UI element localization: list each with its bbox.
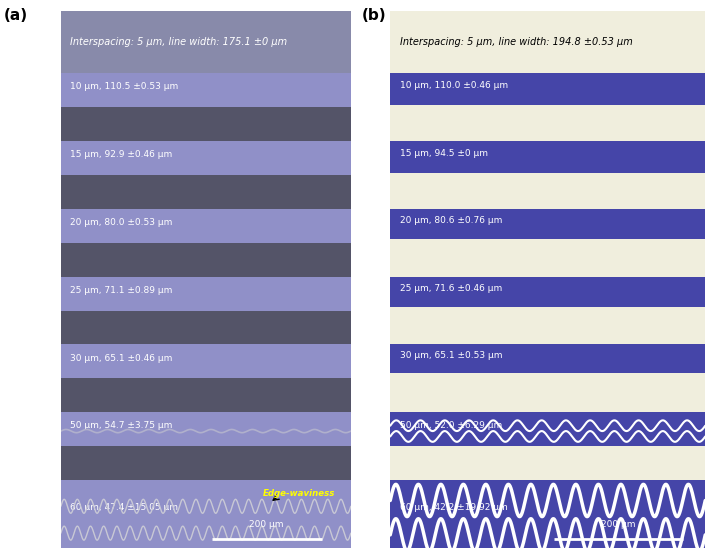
Text: 25 μm, 71.1 ±0.89 μm: 25 μm, 71.1 ±0.89 μm: [69, 285, 172, 295]
Bar: [390, 373, 705, 412]
Bar: [390, 11, 705, 73]
Text: 25 μm, 71.6 ±0.46 μm: 25 μm, 71.6 ±0.46 μm: [400, 284, 502, 293]
Text: 200 μm: 200 μm: [601, 520, 636, 529]
Text: 50 μm, 54.7 ±3.75 μm: 50 μm, 54.7 ±3.75 μm: [69, 422, 172, 430]
Bar: [390, 307, 705, 344]
Bar: [390, 239, 705, 277]
Bar: [61, 379, 351, 412]
Text: Interspacing: 5 μm, line width: 175.1 ±0 μm: Interspacing: 5 μm, line width: 175.1 ±0…: [69, 37, 286, 47]
Bar: [61, 311, 351, 344]
Bar: [61, 175, 351, 209]
Bar: [390, 446, 705, 480]
Bar: [61, 107, 351, 141]
Text: 30 μm, 65.1 ±0.53 μm: 30 μm, 65.1 ±0.53 μm: [400, 352, 502, 360]
Text: 15 μm, 92.9 ±0.46 μm: 15 μm, 92.9 ±0.46 μm: [69, 150, 172, 159]
Text: (a): (a): [4, 8, 28, 23]
Text: 20 μm, 80.6 ±0.76 μm: 20 μm, 80.6 ±0.76 μm: [400, 217, 502, 225]
Text: 10 μm, 110.0 ±0.46 μm: 10 μm, 110.0 ±0.46 μm: [400, 82, 508, 90]
Text: 200 μm: 200 μm: [249, 520, 284, 529]
Bar: [61, 242, 351, 277]
Text: 10 μm, 110.5 ±0.53 μm: 10 μm, 110.5 ±0.53 μm: [69, 82, 178, 91]
Text: 60 μm, 42.2 ±19.92 μm: 60 μm, 42.2 ±19.92 μm: [400, 503, 508, 512]
Text: 20 μm, 80.0 ±0.53 μm: 20 μm, 80.0 ±0.53 μm: [69, 218, 172, 226]
Bar: [390, 174, 705, 209]
Text: Interspacing: 5 μm, line width: 194.8 ±0.53 μm: Interspacing: 5 μm, line width: 194.8 ±0…: [400, 37, 632, 47]
Bar: [61, 11, 351, 73]
Text: (b): (b): [362, 8, 386, 23]
Text: 15 μm, 94.5 ±0 μm: 15 μm, 94.5 ±0 μm: [400, 149, 488, 158]
Text: 30 μm, 65.1 ±0.46 μm: 30 μm, 65.1 ±0.46 μm: [69, 354, 172, 363]
Text: 50 μm, 52.0 ±6.29 μm: 50 μm, 52.0 ±6.29 μm: [400, 422, 502, 430]
Text: Edge-waviness: Edge-waviness: [263, 489, 335, 498]
Bar: [390, 105, 705, 141]
Bar: [61, 446, 351, 480]
Text: 60 μm, 47.4 ±15.05 μm: 60 μm, 47.4 ±15.05 μm: [69, 503, 178, 512]
